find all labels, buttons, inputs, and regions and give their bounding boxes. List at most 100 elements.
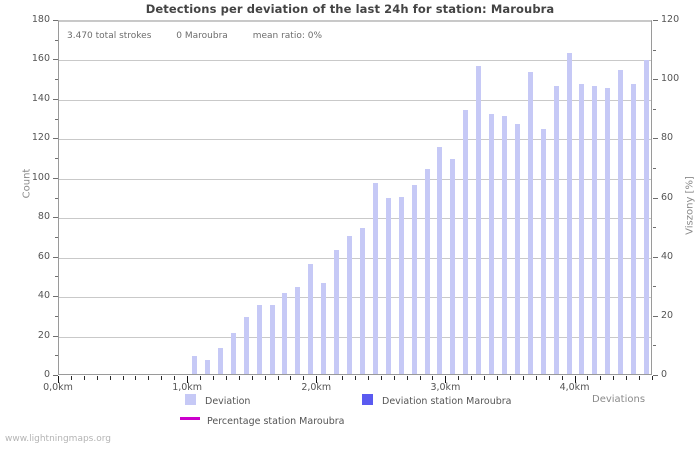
y-axis-left-tick-label: 140 bbox=[31, 92, 50, 104]
bar bbox=[489, 113, 495, 374]
y-axis-left-minor-tick bbox=[55, 236, 58, 238]
x-axis-minor-tick bbox=[135, 376, 137, 380]
x-axis-minor-tick bbox=[380, 376, 382, 380]
bar bbox=[256, 304, 262, 374]
chart-title: Detections per deviation of the last 24h… bbox=[145, 2, 555, 16]
legend-swatch-percentage-line-icon bbox=[180, 417, 200, 420]
y-axis-left-tick bbox=[53, 59, 58, 61]
bar bbox=[243, 316, 249, 374]
x-axis-minor-tick bbox=[509, 376, 511, 380]
gridline bbox=[59, 60, 651, 62]
legend-item-deviation[interactable]: Deviation bbox=[185, 394, 250, 407]
y-axis-left-tick bbox=[53, 375, 58, 376]
y-axis-right-minor-tick bbox=[653, 345, 656, 347]
legend-swatch-deviation-station-icon bbox=[362, 394, 373, 405]
y-axis-right-tick bbox=[653, 79, 658, 81]
bar-series-deviation bbox=[59, 21, 651, 374]
x-axis-minor-tick bbox=[419, 376, 421, 380]
bar bbox=[527, 72, 533, 374]
y-axis-left-tick bbox=[53, 296, 58, 298]
y-axis-right-tick bbox=[653, 256, 658, 258]
gridline bbox=[59, 178, 651, 180]
x-axis-minor-tick bbox=[613, 376, 615, 380]
x-axis-tick-label: 2,0km bbox=[301, 382, 332, 393]
x-axis-minor-tick bbox=[406, 376, 408, 380]
bar bbox=[334, 249, 340, 374]
y-axis-right-minor-tick bbox=[653, 286, 656, 288]
x-axis-minor-tick bbox=[161, 376, 163, 380]
bar bbox=[230, 332, 236, 374]
bar bbox=[398, 196, 404, 374]
x-axis-minor-tick bbox=[70, 376, 72, 380]
y-axis-right-minor-tick bbox=[653, 167, 656, 169]
x-axis-minor-tick bbox=[432, 376, 434, 380]
y-axis-left-minor-tick bbox=[55, 355, 58, 357]
y-axis-left-tick bbox=[53, 20, 58, 21]
y-axis-right-tick-label: 60 bbox=[661, 191, 674, 203]
plot-area: 3.470 total strokes 0 Maroubra mean rati… bbox=[58, 20, 652, 375]
bar bbox=[424, 168, 430, 374]
x-axis-minor-tick bbox=[303, 376, 305, 380]
bar bbox=[347, 235, 353, 374]
y-axis-right-title: Viszony [%] bbox=[684, 176, 696, 235]
chart-annotations: 3.470 total strokes 0 Maroubra mean rati… bbox=[67, 31, 344, 41]
bar bbox=[450, 159, 456, 374]
y-axis-right-tick bbox=[653, 20, 658, 21]
legend-item-percentage-station[interactable]: Percentage station Maroubra bbox=[180, 416, 344, 427]
y-axis-left-tick bbox=[53, 138, 58, 140]
bar bbox=[540, 129, 546, 374]
y-axis-left-minor-tick bbox=[55, 197, 58, 199]
gridline bbox=[59, 297, 651, 299]
y-axis-left-minor-tick bbox=[55, 315, 58, 317]
y-axis-left-tick bbox=[53, 217, 58, 219]
y-axis-left-tick-label: 180 bbox=[31, 14, 50, 25]
y-axis-right-tick-label: 80 bbox=[661, 132, 674, 144]
y-axis-left-tick-label: 160 bbox=[31, 53, 50, 65]
bar bbox=[566, 52, 572, 374]
x-axis-major-tick bbox=[574, 376, 576, 383]
legend-label-deviation-station: Deviation station Maroubra bbox=[382, 396, 512, 407]
y-axis-left-tick bbox=[53, 335, 58, 337]
y-axis-right-minor-tick bbox=[653, 227, 656, 229]
x-axis-minor-tick bbox=[225, 376, 227, 380]
bar bbox=[579, 84, 585, 374]
bar bbox=[192, 356, 198, 374]
x-axis-minor-tick bbox=[200, 376, 202, 380]
bar bbox=[282, 293, 288, 374]
bar bbox=[359, 228, 365, 374]
x-axis-minor-tick bbox=[626, 376, 628, 380]
bar bbox=[308, 263, 314, 374]
legend-item-deviation-station[interactable]: Deviation station Maroubra bbox=[362, 394, 511, 407]
x-axis-minor-tick bbox=[561, 376, 563, 380]
y-axis-left-tick-label: 100 bbox=[31, 171, 50, 183]
y-axis-right-tick-label: 20 bbox=[661, 309, 674, 321]
y-axis-right-tick bbox=[653, 375, 658, 376]
y-axis-right-tick-label: 40 bbox=[661, 250, 674, 262]
total-strokes-label: 3.470 total strokes bbox=[67, 31, 152, 41]
x-axis-minor-tick bbox=[639, 376, 641, 380]
y-axis-right-tick-label: 100 bbox=[661, 73, 680, 85]
mean-ratio-label: mean ratio: 0% bbox=[252, 31, 322, 41]
gridline bbox=[59, 21, 651, 22]
y-axis-right-tick-label: 0 bbox=[661, 369, 668, 380]
x-axis-minor-tick bbox=[96, 376, 98, 380]
gridline bbox=[59, 218, 651, 220]
x-axis-minor-tick bbox=[290, 376, 292, 380]
x-axis-minor-tick bbox=[484, 376, 486, 380]
y-axis-right-minor-tick bbox=[653, 49, 656, 51]
bar bbox=[385, 198, 391, 374]
y-axis-right-tick bbox=[653, 197, 658, 199]
y-axis-left-tick-label: 40 bbox=[37, 290, 50, 302]
x-axis-major-tick bbox=[58, 376, 59, 383]
legend-label-deviation: Deviation bbox=[205, 396, 251, 407]
x-axis-minor-tick bbox=[277, 376, 279, 380]
y-axis-left-tick-label: 60 bbox=[37, 250, 50, 262]
x-axis-minor-tick bbox=[497, 376, 499, 380]
x-axis-minor-tick bbox=[522, 376, 524, 380]
station-count-label: 0 Maroubra bbox=[176, 31, 228, 41]
x-axis-minor-tick bbox=[458, 376, 460, 380]
bar bbox=[321, 283, 327, 374]
y-axis-right-minor-tick bbox=[653, 108, 656, 110]
y-axis-right-tick bbox=[653, 138, 658, 140]
